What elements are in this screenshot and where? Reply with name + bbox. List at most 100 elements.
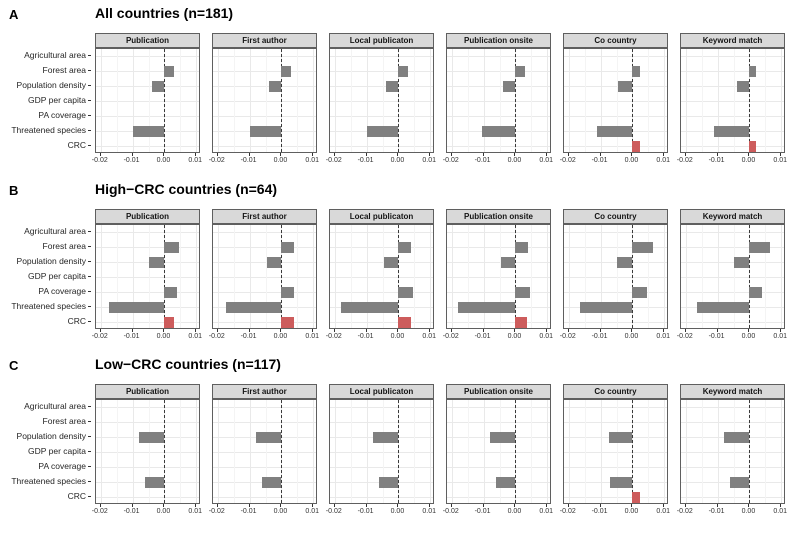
gridline-vertical	[196, 400, 198, 503]
gridline-horizontal	[681, 467, 784, 468]
x-tick-mark	[546, 153, 548, 156]
facet-plot	[446, 48, 551, 153]
gridline-horizontal	[330, 101, 433, 102]
x-tick-mark	[216, 153, 218, 156]
gridline-vertical	[217, 49, 219, 152]
y-axis-label-text: Population density	[16, 80, 86, 90]
x-tick-label: 0.01	[773, 333, 788, 340]
gridline-vertical-minor	[701, 49, 703, 152]
panel-a: A All countries (n=181) Agricultural area F…	[0, 5, 800, 169]
x-tick-label: -0.01	[240, 508, 257, 515]
gridline-horizontal	[213, 232, 316, 233]
y-tick-mark	[88, 70, 91, 71]
gridline-horizontal	[447, 116, 550, 117]
gridline-vertical-minor	[616, 400, 618, 503]
bar-population-density	[501, 257, 516, 268]
x-tick-label: 0.01	[188, 508, 203, 515]
x-tick-label: 0.00	[390, 157, 405, 164]
gridline-vertical-minor	[180, 400, 182, 503]
gridline-vertical	[781, 400, 783, 503]
gridline-horizontal	[681, 232, 784, 233]
x-tick-label: -0.02	[208, 333, 225, 340]
panel-b: B High−CRC countries (n=64) Agricultural a…	[0, 181, 800, 345]
gridline-vertical-minor	[648, 400, 650, 503]
gridline-vertical	[547, 225, 549, 328]
gridline-vertical-minor	[733, 225, 735, 328]
gridline-horizontal	[213, 497, 316, 498]
x-tick-mark	[599, 504, 601, 507]
facet-plot	[95, 224, 200, 329]
y-axis-label: CRC	[68, 138, 92, 153]
gridline-vertical-minor	[265, 400, 267, 503]
x-tick-label: 0.01	[539, 333, 554, 340]
y-tick-mark	[88, 85, 91, 86]
x-tick-mark	[599, 329, 601, 332]
gridline-vertical-minor	[616, 225, 618, 328]
bar-forest-area	[632, 242, 654, 253]
x-tick-label: 0.01	[422, 333, 437, 340]
bar-threatened-species	[579, 302, 633, 313]
bar-crc	[281, 317, 295, 328]
gridline-horizontal	[681, 101, 784, 102]
x-tick-mark	[663, 504, 665, 507]
gridline-vertical	[781, 49, 783, 152]
y-tick-mark	[88, 231, 91, 232]
x-tick-label: 0.00	[624, 157, 639, 164]
x-axis: -0.02 -0.01 0.00 0.01	[560, 504, 670, 518]
y-axis-labels: Agricultural area Forest area Population d…	[0, 399, 92, 504]
gridline-horizontal	[564, 232, 667, 233]
x-tick-mark	[514, 504, 516, 507]
y-axis-label-text: GDP per capita	[28, 271, 86, 281]
x-tick-label: 0.01	[773, 508, 788, 515]
y-tick-mark	[88, 115, 91, 116]
bar-forest-area	[281, 242, 295, 253]
x-tick-mark	[663, 329, 665, 332]
x-tick-mark	[429, 153, 431, 156]
bar-forest-area	[281, 66, 291, 77]
gridline-horizontal	[564, 101, 667, 102]
y-axis-label: Threatened species	[11, 123, 92, 138]
y-axis-label-text: Threatened species	[11, 476, 86, 486]
gridline-vertical	[217, 225, 219, 328]
panel-title: High−CRC countries (n=64)	[95, 181, 278, 197]
x-tick-mark	[716, 504, 718, 507]
facet-co-country: Co country -0.02 -0.01 0.00 0.01	[559, 33, 670, 169]
gridline-horizontal	[564, 56, 667, 57]
x-tick-mark	[514, 329, 516, 332]
x-tick-label: 0.00	[273, 333, 288, 340]
x-axis: -0.02 -0.01 0.00 0.01	[326, 329, 437, 343]
facet-plot	[446, 399, 551, 504]
x-tick-mark	[450, 504, 452, 507]
bar-population-density	[723, 432, 750, 443]
bar-population-density	[618, 81, 633, 92]
gridline-vertical	[568, 225, 570, 328]
y-axis-label-text: Forest area	[42, 65, 86, 75]
y-axis-labels: Agricultural area Forest area Population d…	[0, 224, 92, 329]
facet-plot	[563, 48, 668, 153]
x-tick-mark	[195, 504, 197, 507]
gridline-vertical-minor	[584, 49, 586, 152]
gridline-vertical-minor	[382, 400, 384, 503]
bar-forest-area	[632, 66, 641, 77]
x-tick-label: -0.01	[474, 157, 491, 164]
bar-pa-coverage	[281, 287, 295, 298]
x-tick-label: -0.02	[91, 157, 108, 164]
bar-threatened-species	[496, 477, 516, 488]
zero-reference-line	[164, 225, 166, 328]
bar-forest-area	[749, 66, 756, 77]
gridline-vertical	[313, 225, 315, 328]
zero-reference-line	[515, 400, 517, 503]
y-axis-label-text: CRC	[67, 316, 86, 326]
gridline-horizontal	[330, 467, 433, 468]
x-tick-label: 0.01	[188, 333, 203, 340]
facet-first-author: First author -0.02 -0.01 0.00 0.01	[209, 33, 319, 169]
x-tick-label: -0.02	[559, 157, 576, 164]
y-axis-label: Population density	[17, 78, 92, 93]
facet-strip: Publication	[95, 384, 200, 399]
x-tick-label: -0.02	[442, 508, 459, 515]
x-tick-label: 0.01	[773, 157, 788, 164]
gridline-horizontal	[564, 407, 667, 408]
y-tick-mark	[88, 321, 91, 322]
bar-forest-area	[398, 242, 412, 253]
gridline-horizontal	[213, 86, 316, 87]
